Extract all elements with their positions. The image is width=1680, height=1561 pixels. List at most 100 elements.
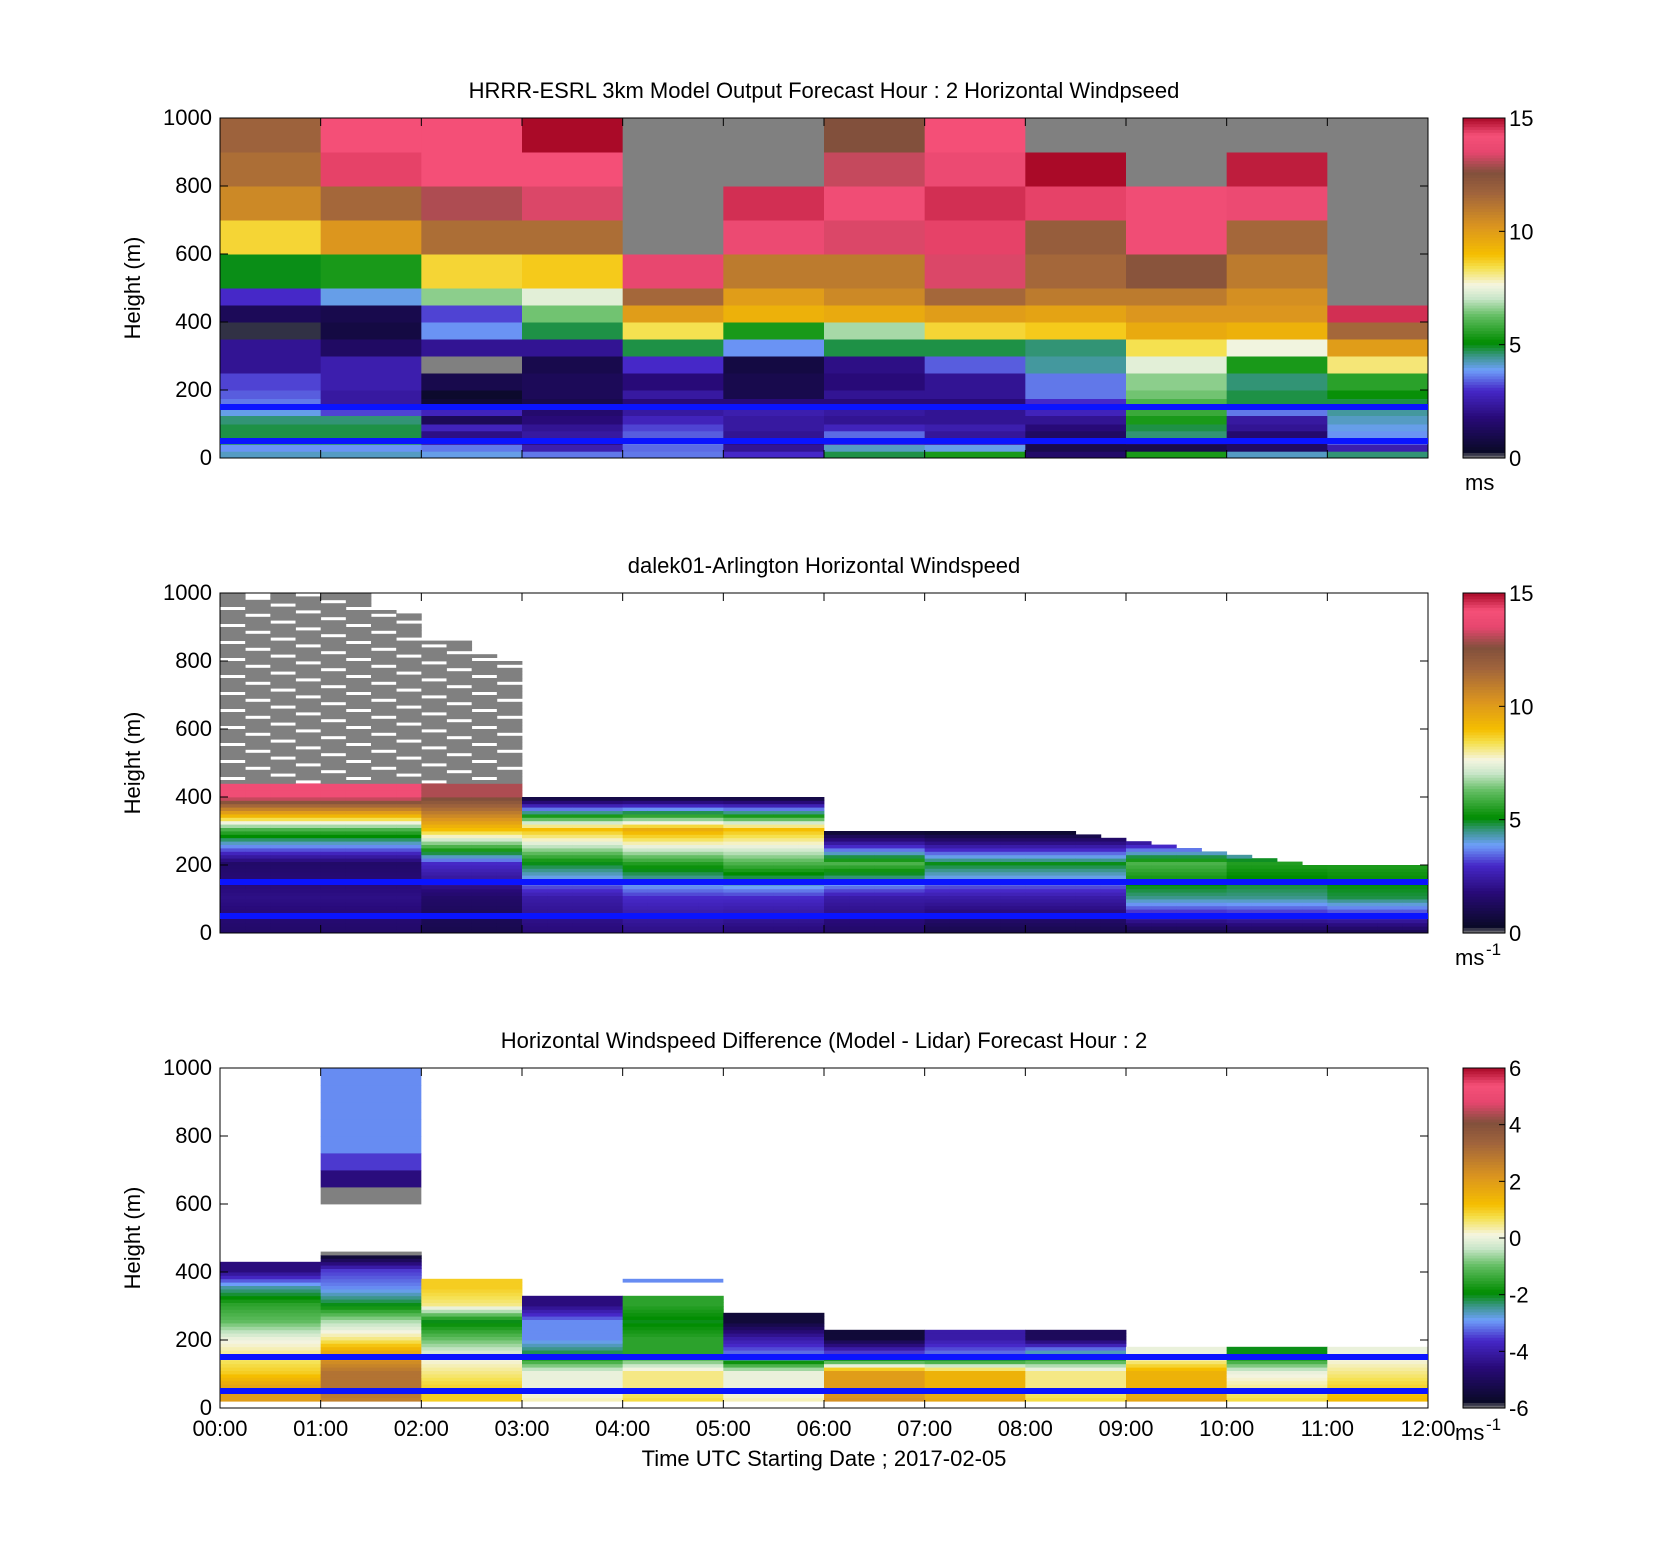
heatmap-cell bbox=[698, 848, 724, 852]
heatmap-cell bbox=[622, 888, 649, 893]
heatmap-cell bbox=[622, 451, 724, 459]
colorbar-swatch bbox=[1463, 1107, 1505, 1112]
heatmap-cell bbox=[220, 773, 246, 777]
heatmap-cell bbox=[698, 871, 724, 876]
heatmap-cell bbox=[798, 875, 825, 879]
heatmap-cell bbox=[446, 773, 473, 777]
heatmap-cell bbox=[1201, 895, 1228, 900]
heatmap-cell bbox=[522, 1326, 624, 1331]
heatmap-cell bbox=[824, 1370, 926, 1375]
colorbar-swatch bbox=[1463, 120, 1505, 125]
heatmap-cell bbox=[1201, 885, 1228, 890]
heatmap-cell bbox=[547, 922, 573, 927]
heatmap-cell bbox=[345, 909, 372, 913]
heatmap-cell bbox=[320, 1285, 422, 1290]
heatmap-cell bbox=[1327, 1377, 1429, 1382]
heatmap-cell bbox=[849, 837, 875, 842]
heatmap-cell bbox=[899, 888, 926, 893]
colorbar-tick-label: -2 bbox=[1509, 1283, 1529, 1308]
heatmap-cell bbox=[1050, 844, 1077, 849]
heatmap-cell bbox=[1201, 854, 1228, 859]
heatmap-cell bbox=[1251, 875, 1278, 879]
heatmap-cell bbox=[371, 834, 397, 839]
heatmap-cell bbox=[320, 688, 347, 692]
heatmap-cell bbox=[1025, 1329, 1127, 1334]
heatmap-cell bbox=[824, 1394, 926, 1399]
colorbar-tick-label: 10 bbox=[1509, 219, 1533, 244]
heatmap-cell bbox=[723, 444, 825, 452]
heatmap-cell bbox=[220, 1380, 322, 1385]
heatmap-cell bbox=[220, 667, 246, 672]
colorbar-swatch bbox=[1463, 1184, 1505, 1188]
heatmap-cell bbox=[924, 1346, 1026, 1351]
heatmap-cell bbox=[345, 837, 372, 842]
heatmap-cell bbox=[345, 596, 372, 601]
heatmap-cell bbox=[824, 905, 850, 910]
heatmap-cell bbox=[320, 865, 347, 869]
heatmap-cell bbox=[446, 810, 473, 815]
heatmap-cell bbox=[647, 919, 674, 924]
heatmap-cell bbox=[1302, 905, 1328, 910]
heatmap-cell bbox=[1075, 902, 1102, 907]
heatmap-cell bbox=[723, 1367, 825, 1371]
heatmap-cell bbox=[522, 288, 624, 306]
heatmap-cell bbox=[1126, 865, 1152, 869]
colorbar-swatch bbox=[1463, 1243, 1505, 1248]
colorbar-swatch bbox=[1463, 1073, 1505, 1078]
heatmap-cell bbox=[723, 1312, 825, 1317]
colorbar-swatch bbox=[1463, 222, 1505, 227]
heatmap-cell bbox=[1126, 1377, 1228, 1382]
heatmap-cell bbox=[471, 684, 498, 689]
heatmap-cell bbox=[396, 678, 422, 682]
heatmap-cell bbox=[924, 919, 951, 924]
heatmap-cell bbox=[320, 254, 422, 289]
heatmap-cell bbox=[1151, 861, 1177, 866]
heatmap-cell bbox=[1050, 861, 1077, 866]
heatmap-cell bbox=[295, 684, 322, 689]
colorbar-swatch bbox=[1463, 137, 1505, 142]
heatmap-cell bbox=[371, 678, 397, 682]
heatmap-cell bbox=[1025, 909, 1051, 913]
colorbar-swatch bbox=[1463, 254, 1505, 258]
heatmap-cell bbox=[270, 851, 296, 856]
heatmap-cell bbox=[345, 773, 372, 777]
heatmap-cell bbox=[924, 1394, 1026, 1399]
heatmap-cell bbox=[220, 1278, 322, 1283]
heatmap-cell bbox=[1402, 902, 1429, 907]
heatmap-cell bbox=[421, 919, 447, 924]
heatmap-cell bbox=[345, 627, 372, 631]
heatmap-cell bbox=[522, 1299, 624, 1303]
colorbar-swatch bbox=[1463, 344, 1505, 349]
heatmap-cell bbox=[295, 871, 322, 876]
heatmap-cell bbox=[1151, 871, 1177, 876]
heatmap-cell bbox=[270, 776, 296, 781]
heatmap-cell bbox=[345, 926, 372, 930]
heatmap-cell bbox=[723, 339, 825, 357]
heatmap-cell bbox=[320, 905, 347, 910]
heatmap-cell bbox=[1050, 875, 1077, 879]
heatmap-cell bbox=[220, 854, 246, 859]
heatmap-cell bbox=[572, 861, 598, 866]
heatmap-cell bbox=[220, 899, 246, 903]
heatmap-cell bbox=[673, 899, 699, 903]
heatmap-cell bbox=[345, 661, 372, 665]
heatmap-cell bbox=[1126, 929, 1152, 934]
heatmap-cell bbox=[371, 899, 397, 903]
colorbar-swatch bbox=[1463, 865, 1505, 869]
colorbar-swatch bbox=[1463, 873, 1505, 877]
heatmap-cell bbox=[421, 1367, 523, 1371]
heatmap-cell bbox=[723, 415, 825, 425]
heatmap-cell bbox=[874, 844, 900, 849]
heatmap-cell bbox=[421, 708, 447, 713]
heatmap-cell bbox=[723, 909, 749, 913]
colorbar-swatch bbox=[1463, 1096, 1505, 1100]
heatmap-cell bbox=[245, 684, 271, 689]
colorbar-swatch bbox=[1463, 1249, 1505, 1253]
heatmap-cell bbox=[547, 800, 573, 805]
colorbar-swatch bbox=[1463, 672, 1505, 676]
colorbar-swatch bbox=[1463, 1181, 1505, 1185]
heatmap-cell bbox=[320, 814, 347, 818]
heatmap-cell bbox=[1100, 861, 1127, 866]
heatmap-cell bbox=[522, 1377, 624, 1382]
heatmap-cell bbox=[522, 827, 548, 832]
